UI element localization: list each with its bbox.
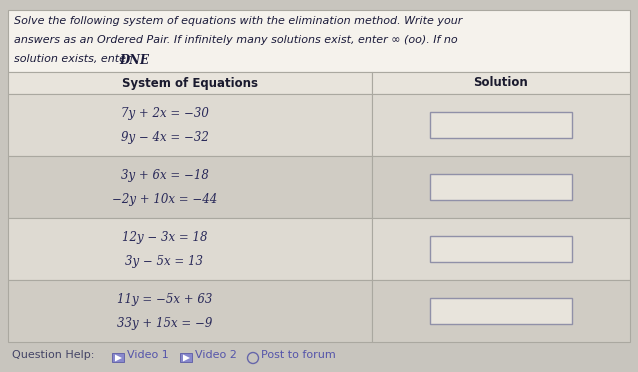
Text: solution exists, enter: solution exists, enter — [14, 54, 134, 64]
Text: Question Help:: Question Help: — [12, 350, 94, 360]
Bar — [372, 156, 630, 218]
Bar — [430, 174, 572, 200]
Bar — [8, 72, 372, 94]
Text: 12y − 3x = 18: 12y − 3x = 18 — [122, 231, 207, 244]
Bar — [8, 218, 372, 280]
Text: Post to forum: Post to forum — [261, 350, 336, 360]
Text: 33y + 15x = −9: 33y + 15x = −9 — [117, 317, 212, 330]
Text: Solution: Solution — [473, 77, 528, 90]
Bar — [112, 353, 124, 362]
Text: Video 2: Video 2 — [195, 350, 237, 360]
Polygon shape — [115, 355, 122, 362]
Bar — [372, 94, 630, 156]
Bar — [372, 218, 630, 280]
Bar — [8, 280, 372, 342]
Bar — [8, 94, 372, 156]
Bar — [430, 298, 572, 324]
Bar — [430, 236, 572, 262]
Text: 11y = −5x + 63: 11y = −5x + 63 — [117, 294, 212, 306]
Bar — [8, 10, 630, 72]
Bar — [372, 72, 630, 94]
Text: Solve the following system of equations with the elimination method. Write your: Solve the following system of equations … — [14, 16, 463, 26]
Text: 3y − 5x = 13: 3y − 5x = 13 — [126, 255, 204, 268]
Bar — [180, 353, 192, 362]
Bar — [372, 280, 630, 342]
Text: 3y + 6x = −18: 3y + 6x = −18 — [121, 169, 209, 182]
Text: answers as an Ordered Pair. If infinitely many solutions exist, enter ∞ (oo). If: answers as an Ordered Pair. If infinitel… — [14, 35, 457, 45]
Text: Video 1: Video 1 — [127, 350, 168, 360]
Text: 7y + 2x = −30: 7y + 2x = −30 — [121, 108, 209, 120]
Text: −2y + 10x = −44: −2y + 10x = −44 — [112, 193, 217, 206]
Polygon shape — [183, 355, 190, 362]
Bar — [430, 112, 572, 138]
Text: DNE: DNE — [119, 54, 149, 67]
Text: System of Equations: System of Equations — [122, 77, 258, 90]
Bar — [8, 156, 372, 218]
Text: 9y − 4x = −32: 9y − 4x = −32 — [121, 131, 209, 144]
